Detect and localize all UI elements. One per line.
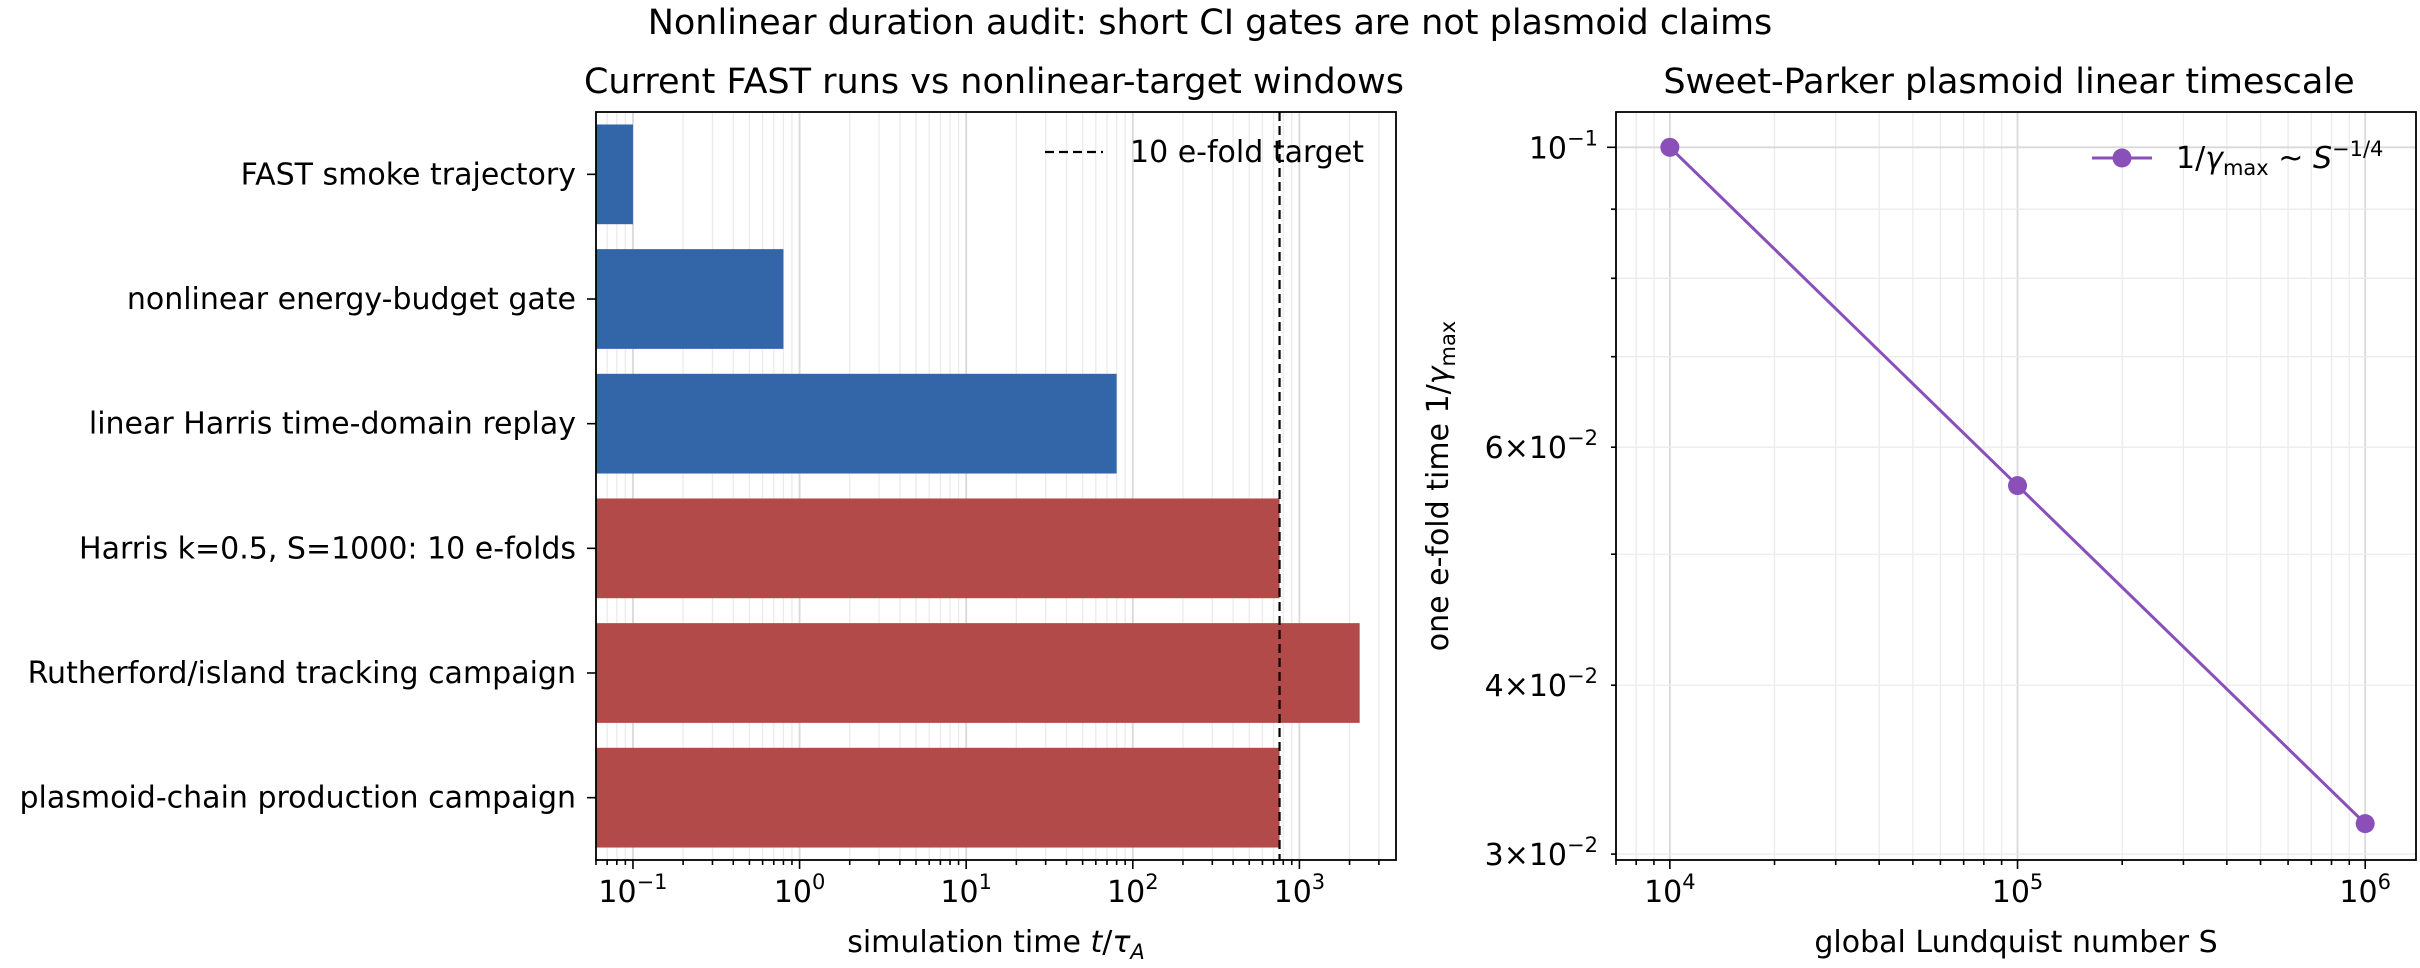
bar xyxy=(596,373,1117,474)
legend-text-s: S xyxy=(2313,141,2332,176)
x-tick-label: 101 xyxy=(940,870,992,910)
x-tick-label: 104 xyxy=(1644,870,1696,910)
right-legend: 1/γmax ~ S−1/4 xyxy=(2092,137,2383,180)
category-label: FAST smoke trajectory xyxy=(241,157,576,192)
tick-base: 10 xyxy=(1644,875,1682,910)
tick-exponent: −1 xyxy=(1567,126,1598,150)
y-label-text: one e-fold time 1/ xyxy=(1421,383,1456,651)
tick-base: 10 xyxy=(1274,875,1312,910)
data-point xyxy=(2008,476,2028,496)
x-label-tau: τ xyxy=(1112,925,1131,960)
tick-exponent: 3 xyxy=(1312,870,1325,894)
tick-times: × xyxy=(1504,669,1529,704)
tick-exponent: 0 xyxy=(812,870,825,894)
bar xyxy=(596,623,1360,723)
right-x-ticks: 104 105 106 xyxy=(1615,860,2391,910)
y-tick-label: 6×10−2 xyxy=(1485,426,1598,466)
tick-mantissa: 6 xyxy=(1485,431,1504,466)
left-x-ticks: 10−1 100 101 102 103 xyxy=(595,860,1380,910)
legend-text-pre: 1/ xyxy=(2176,141,2206,176)
category-label: plasmoid-chain production campaign xyxy=(20,781,577,816)
tick-base: 10 xyxy=(1992,875,2030,910)
legend-text-mid: ~ xyxy=(2269,141,2313,176)
tick-exponent: 1 xyxy=(979,870,992,894)
tick-exponent: 5 xyxy=(2030,870,2043,894)
legend-text-sup: −1/4 xyxy=(2332,137,2383,161)
left-grid xyxy=(595,112,1380,860)
tick-exponent: 6 xyxy=(2378,870,2391,894)
series-markers xyxy=(1660,137,2375,834)
left-chart: Current FAST runs vs nonlinear-target wi… xyxy=(20,62,1405,964)
right-y-ticks: 10−16×10−24×10−23×10−2 xyxy=(1485,126,1616,873)
x-tick-label: 105 xyxy=(1992,870,2044,910)
tick-base: 10 xyxy=(774,875,812,910)
left-category-labels: FAST smoke trajectory nonlinear energy-bu… xyxy=(20,157,596,816)
y-tick-label: 4×10−2 xyxy=(1485,664,1598,704)
legend-label-series: 1/γmax ~ S−1/4 xyxy=(2176,137,2383,180)
tick-exponent: 2 xyxy=(1145,870,1158,894)
legend-marker-swatch xyxy=(2112,148,2132,168)
tick-base: 10 xyxy=(598,875,636,910)
x-tick-label: 100 xyxy=(774,870,826,910)
tick-base: 10 xyxy=(1529,131,1567,166)
data-point xyxy=(1660,137,1680,157)
left-bars xyxy=(596,124,1360,848)
category-label: nonlinear energy-budget gate xyxy=(127,282,576,317)
tick-base: 10 xyxy=(940,875,978,910)
bar xyxy=(596,498,1280,599)
x-tick-label: 106 xyxy=(2339,870,2391,910)
category-label: Rutherford/island tracking campaign xyxy=(28,656,576,691)
tick-times: × xyxy=(1504,431,1529,466)
left-x-axis-label: simulation time t/τA xyxy=(847,925,1145,964)
y-tick-label: 3×10−2 xyxy=(1485,833,1598,873)
y-label-gamma: γ xyxy=(1421,364,1456,384)
legend-text-sub: max xyxy=(2223,156,2269,180)
x-tick-label: 103 xyxy=(1274,870,1326,910)
tick-base: 10 xyxy=(1529,431,1567,466)
tick-exponent: −2 xyxy=(1567,426,1598,450)
right-chart-title: Sweet-Parker plasmoid linear timescale xyxy=(1663,62,2354,102)
left-chart-title: Current FAST runs vs nonlinear-target wi… xyxy=(584,62,1404,102)
tick-base: 10 xyxy=(1529,838,1567,873)
tick-mantissa: 4 xyxy=(1485,669,1504,704)
right-plot-frame xyxy=(1615,111,2417,861)
x-label-slash: / xyxy=(1102,925,1113,960)
tick-exponent: 4 xyxy=(1682,870,1695,894)
tick-base: 10 xyxy=(1107,875,1145,910)
bar xyxy=(596,747,1280,848)
tick-base: 10 xyxy=(2339,875,2377,910)
bar xyxy=(596,124,633,225)
data-point xyxy=(2355,814,2375,834)
right-chart: Sweet-Parker plasmoid linear timescale 1… xyxy=(1421,62,2417,960)
tick-mantissa: 3 xyxy=(1485,838,1504,873)
right-x-axis-label: global Lundquist number S xyxy=(1814,925,2217,960)
tick-exponent: −2 xyxy=(1567,833,1598,857)
tick-times: × xyxy=(1504,838,1529,873)
tick-exponent: −1 xyxy=(637,870,668,894)
left-legend: 10 e-fold target xyxy=(1045,135,1364,170)
x-label-text: simulation time xyxy=(847,925,1090,960)
category-label: linear Harris time-domain replay xyxy=(89,407,576,442)
y-tick-label: 10−1 xyxy=(1529,126,1598,166)
x-label-sub: A xyxy=(1128,940,1144,964)
tick-exponent: −2 xyxy=(1567,664,1598,688)
y-label-sub: max xyxy=(1436,321,1460,367)
category-label: Harris k=0.5, S=1000: 10 e-folds xyxy=(79,531,576,566)
legend-text-gamma: γ xyxy=(2205,141,2225,176)
legend-label-target: 10 e-fold target xyxy=(1130,135,1364,170)
x-tick-label: 102 xyxy=(1107,870,1159,910)
tick-base: 10 xyxy=(1529,669,1567,704)
left-plot-frame xyxy=(595,111,1397,861)
x-label-var: t xyxy=(1090,925,1103,960)
bar xyxy=(596,249,784,349)
x-tick-label: 10−1 xyxy=(598,870,667,910)
figure-suptitle: Nonlinear duration audit: short CI gates… xyxy=(648,3,1773,43)
right-y-axis-label: one e-fold time 1/γmax xyxy=(1421,321,1460,652)
